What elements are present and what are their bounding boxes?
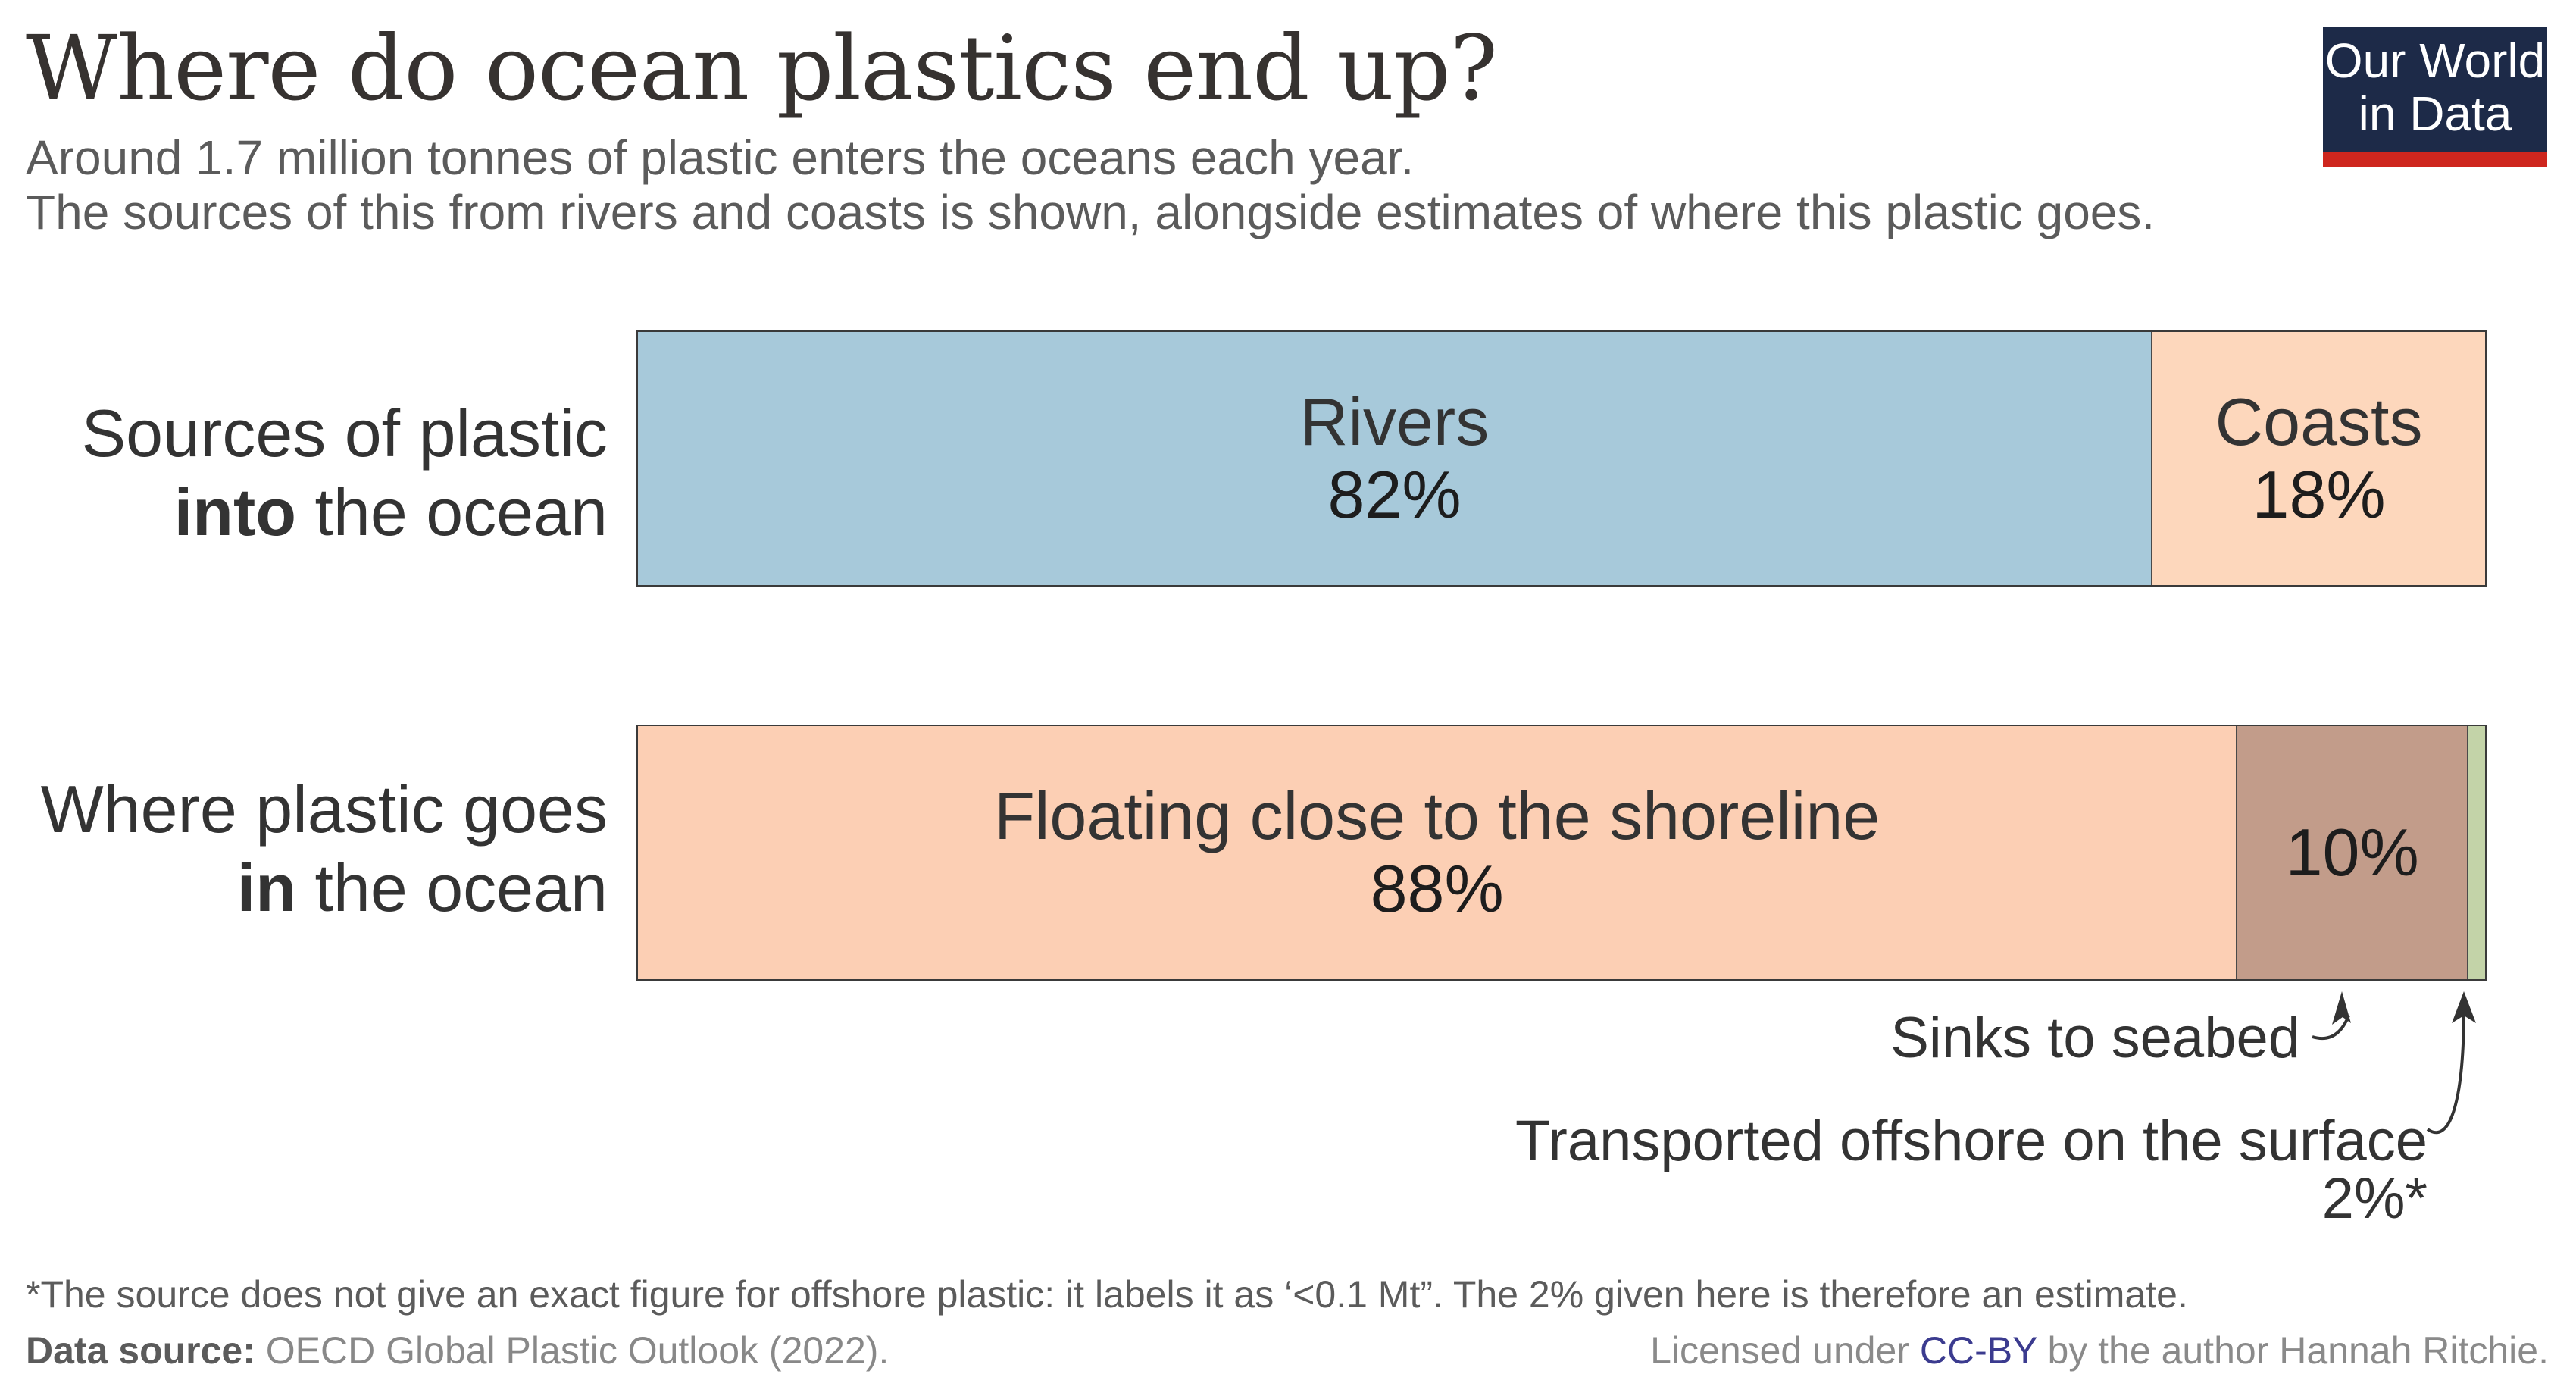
row-label-destination-line-1: Where plastic goes (40, 772, 608, 847)
footnote: *The source does not give an exact figur… (26, 1273, 2188, 1316)
row-label-destination-rest: the ocean (296, 850, 608, 925)
row-label-destination-bold: in (236, 850, 296, 925)
chart-subtitle-line-2: The sources of this from rivers and coas… (26, 185, 2156, 239)
arrow-offshore-icon (2426, 991, 2476, 1135)
logo-red-band (2323, 152, 2547, 167)
license-suffix: by the author Hannah Ritchie. (2037, 1329, 2549, 1372)
cc-by-link[interactable]: CC-BY (1919, 1329, 2037, 1372)
row-label-sources: Sources of plastic into the ocean (81, 394, 608, 552)
license-prefix: Licensed under (1650, 1329, 1920, 1372)
segment-label: Rivers (1299, 384, 1490, 459)
segment-value: 82% (1327, 457, 1462, 532)
stacked-bar-destination: Floating close to the shoreline 88% 10% (636, 725, 2487, 981)
row-label-sources-rest: the ocean (296, 474, 608, 549)
logo-line-1: Our World (2324, 33, 2546, 88)
logo-text: Our World in Data (2323, 34, 2547, 140)
data-source-text: OECD Global Plastic Outlook (2022). (255, 1329, 889, 1372)
segment-value: 88% (1370, 851, 1504, 926)
annotation-offshore-percent: 2%* (2321, 1166, 2428, 1231)
annotation-sinks-to-seabed: Sinks to seabed (1890, 1006, 2300, 1070)
annotation-offshore-surface: Transported offshore on the surface (1515, 1109, 2428, 1173)
row-label-sources-bold: into (174, 474, 296, 549)
stacked-bar-sources: Rivers 82% Coasts 18% (636, 330, 2487, 587)
bar-segment-offshore-surface[interactable] (2468, 726, 2485, 979)
segment-value: 10% (2285, 815, 2419, 890)
chart-subtitle-line-1: Around 1.7 million tonnes of plastic ent… (26, 130, 1415, 185)
owid-logo[interactable]: Our World in Data (2323, 27, 2547, 167)
logo-line-2: in Data (2358, 86, 2512, 141)
bar-segment-sinks-seabed[interactable]: 10% (2237, 726, 2469, 979)
segment-label: Coasts (2215, 384, 2423, 459)
chart-title: Where do ocean plastics end up? (26, 16, 1498, 121)
license-note: Licensed under CC-BY by the author Hanna… (1650, 1328, 2549, 1373)
segment-value: 18% (2252, 457, 2386, 532)
bar-segment-coasts[interactable]: Coasts 18% (2152, 332, 2485, 585)
bar-segment-floating-shoreline[interactable]: Floating close to the shoreline 88% (638, 726, 2238, 979)
bar-segment-rivers[interactable]: Rivers 82% (638, 332, 2153, 585)
segment-label: Floating close to the shoreline (994, 778, 1880, 853)
row-label-sources-line-1: Sources of plastic (81, 396, 608, 471)
row-label-destination: Where plastic goes in the ocean (41, 770, 608, 928)
data-source: Data source: OECD Global Plastic Outlook… (26, 1328, 889, 1373)
arrow-sinks-icon (2312, 991, 2351, 1040)
data-source-label: Data source: (26, 1329, 255, 1372)
